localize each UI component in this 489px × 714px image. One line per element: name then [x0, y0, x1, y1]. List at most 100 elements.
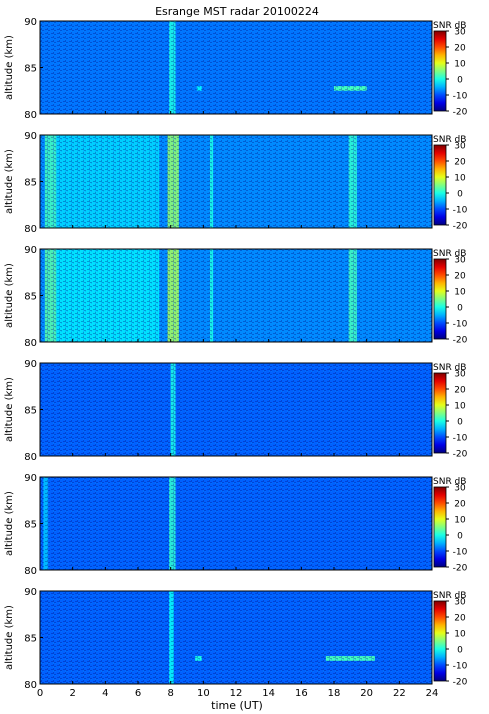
colorbar-tick-label: -10	[453, 662, 468, 672]
y-tick-label: 90	[24, 17, 37, 28]
colorbar-tick-label: 10	[454, 516, 466, 526]
y-tick-label: 80	[24, 110, 37, 121]
colorbar-tick-label: 0	[457, 304, 463, 314]
y-axis-label: altitude (km)	[4, 491, 15, 556]
colorbar-tick-label: -20	[453, 336, 468, 346]
colorbar-tick-label: -20	[453, 564, 468, 574]
colorbar-tick-label: 0	[457, 418, 463, 428]
colorbar-bar	[433, 258, 447, 340]
colorbar-tick-label: 10	[454, 630, 466, 640]
colorbar-tick-label: -20	[453, 450, 468, 460]
heatmap-noise	[40, 591, 432, 684]
colorbar-label: SNR dB	[433, 249, 466, 259]
colorbar-tick-label: 30	[454, 256, 466, 266]
colorbar-bar	[433, 600, 447, 682]
x-axis-label: time (UT)	[211, 699, 263, 712]
x-tick-label: 2	[69, 688, 75, 699]
colorbar-tick-label: 20	[454, 158, 466, 168]
y-tick-label: 90	[24, 359, 37, 370]
colorbar-tick-label: -20	[453, 222, 468, 232]
colorbar-tick-label: 30	[454, 142, 466, 152]
colorbar-tick-label: 0	[457, 190, 463, 200]
colorbar-bar	[433, 144, 447, 226]
colorbar-tick-label: 20	[454, 272, 466, 282]
colorbar-tick-label: 20	[454, 500, 466, 510]
heatmap-noise	[40, 135, 432, 228]
y-tick-label: 85	[24, 634, 37, 645]
colorbar-tick-label: -10	[453, 92, 468, 102]
x-tick-label: 10	[197, 688, 210, 699]
y-axis-label: altitude (km)	[4, 377, 15, 442]
colorbar-tick-label: 0	[457, 646, 463, 656]
heatmap-noise	[40, 363, 432, 456]
y-tick-label: 85	[24, 292, 37, 303]
colorbar-tick-label: 10	[454, 288, 466, 298]
x-tick-label: 0	[37, 688, 43, 699]
colorbar-tick-label: -10	[453, 206, 468, 216]
x-tick-label: 16	[295, 688, 308, 699]
y-tick-label: 85	[24, 520, 37, 531]
y-tick-label: 80	[24, 224, 37, 235]
colorbar-tick-label: 10	[454, 174, 466, 184]
y-tick-label: 90	[24, 473, 37, 484]
colorbar-tick-label: -10	[453, 434, 468, 444]
y-tick-label: 90	[24, 245, 37, 256]
colorbar-label: SNR dB	[433, 21, 466, 31]
colorbar-tick-label: 0	[457, 532, 463, 542]
colorbar-tick-label: 20	[454, 44, 466, 54]
y-tick-label: 90	[24, 131, 37, 142]
heatmap-noise	[40, 21, 432, 114]
y-tick-label: 85	[24, 64, 37, 75]
colorbar-tick-label: 30	[454, 598, 466, 608]
colorbar-label: SNR dB	[433, 591, 466, 601]
colorbar-tick-label: -10	[453, 320, 468, 330]
colorbar-tick-label: 30	[454, 28, 466, 38]
x-tick-label: 6	[135, 688, 141, 699]
y-tick-label: 85	[24, 178, 37, 189]
chart-title: Esrange MST radar 20100224	[155, 5, 319, 18]
colorbar-tick-label: 0	[457, 76, 463, 86]
y-tick-label: 80	[24, 680, 37, 691]
x-tick-label: 4	[102, 688, 108, 699]
y-tick-label: 80	[24, 452, 37, 463]
colorbar-tick-label: 30	[454, 370, 466, 380]
colorbar-tick-label: 30	[454, 484, 466, 494]
colorbar-bar	[433, 372, 447, 454]
y-tick-label: 85	[24, 406, 37, 417]
colorbar-tick-label: -10	[453, 548, 468, 558]
y-axis-label: altitude (km)	[4, 149, 15, 214]
x-tick-label: 18	[328, 688, 341, 699]
colorbar-tick-label: 20	[454, 386, 466, 396]
heatmap-noise	[40, 249, 432, 342]
colorbar-bar	[433, 486, 447, 568]
y-axis-label: altitude (km)	[4, 263, 15, 328]
y-axis-label: altitude (km)	[4, 605, 15, 670]
x-tick-label: 14	[262, 688, 275, 699]
y-tick-label: 80	[24, 338, 37, 349]
colorbar-label: SNR dB	[433, 477, 466, 487]
x-tick-labels: 0 2 4 6 8 10 12 14 16 18 20 22 24	[37, 688, 439, 699]
colorbar-tick-label: 10	[454, 60, 466, 70]
heatmap-noise	[40, 477, 432, 570]
colorbar-label: SNR dB	[433, 135, 466, 145]
x-tick-label: 12	[230, 688, 243, 699]
colorbar-tick-label: 20	[454, 614, 466, 624]
colorbar-tick-label: 10	[454, 402, 466, 412]
x-tick-label: 24	[426, 688, 439, 699]
colorbar-tick-label: -20	[453, 108, 468, 118]
y-axis-label: altitude (km)	[4, 35, 15, 100]
x-tick-label: 20	[360, 688, 373, 699]
y-tick-label: 80	[24, 566, 37, 577]
